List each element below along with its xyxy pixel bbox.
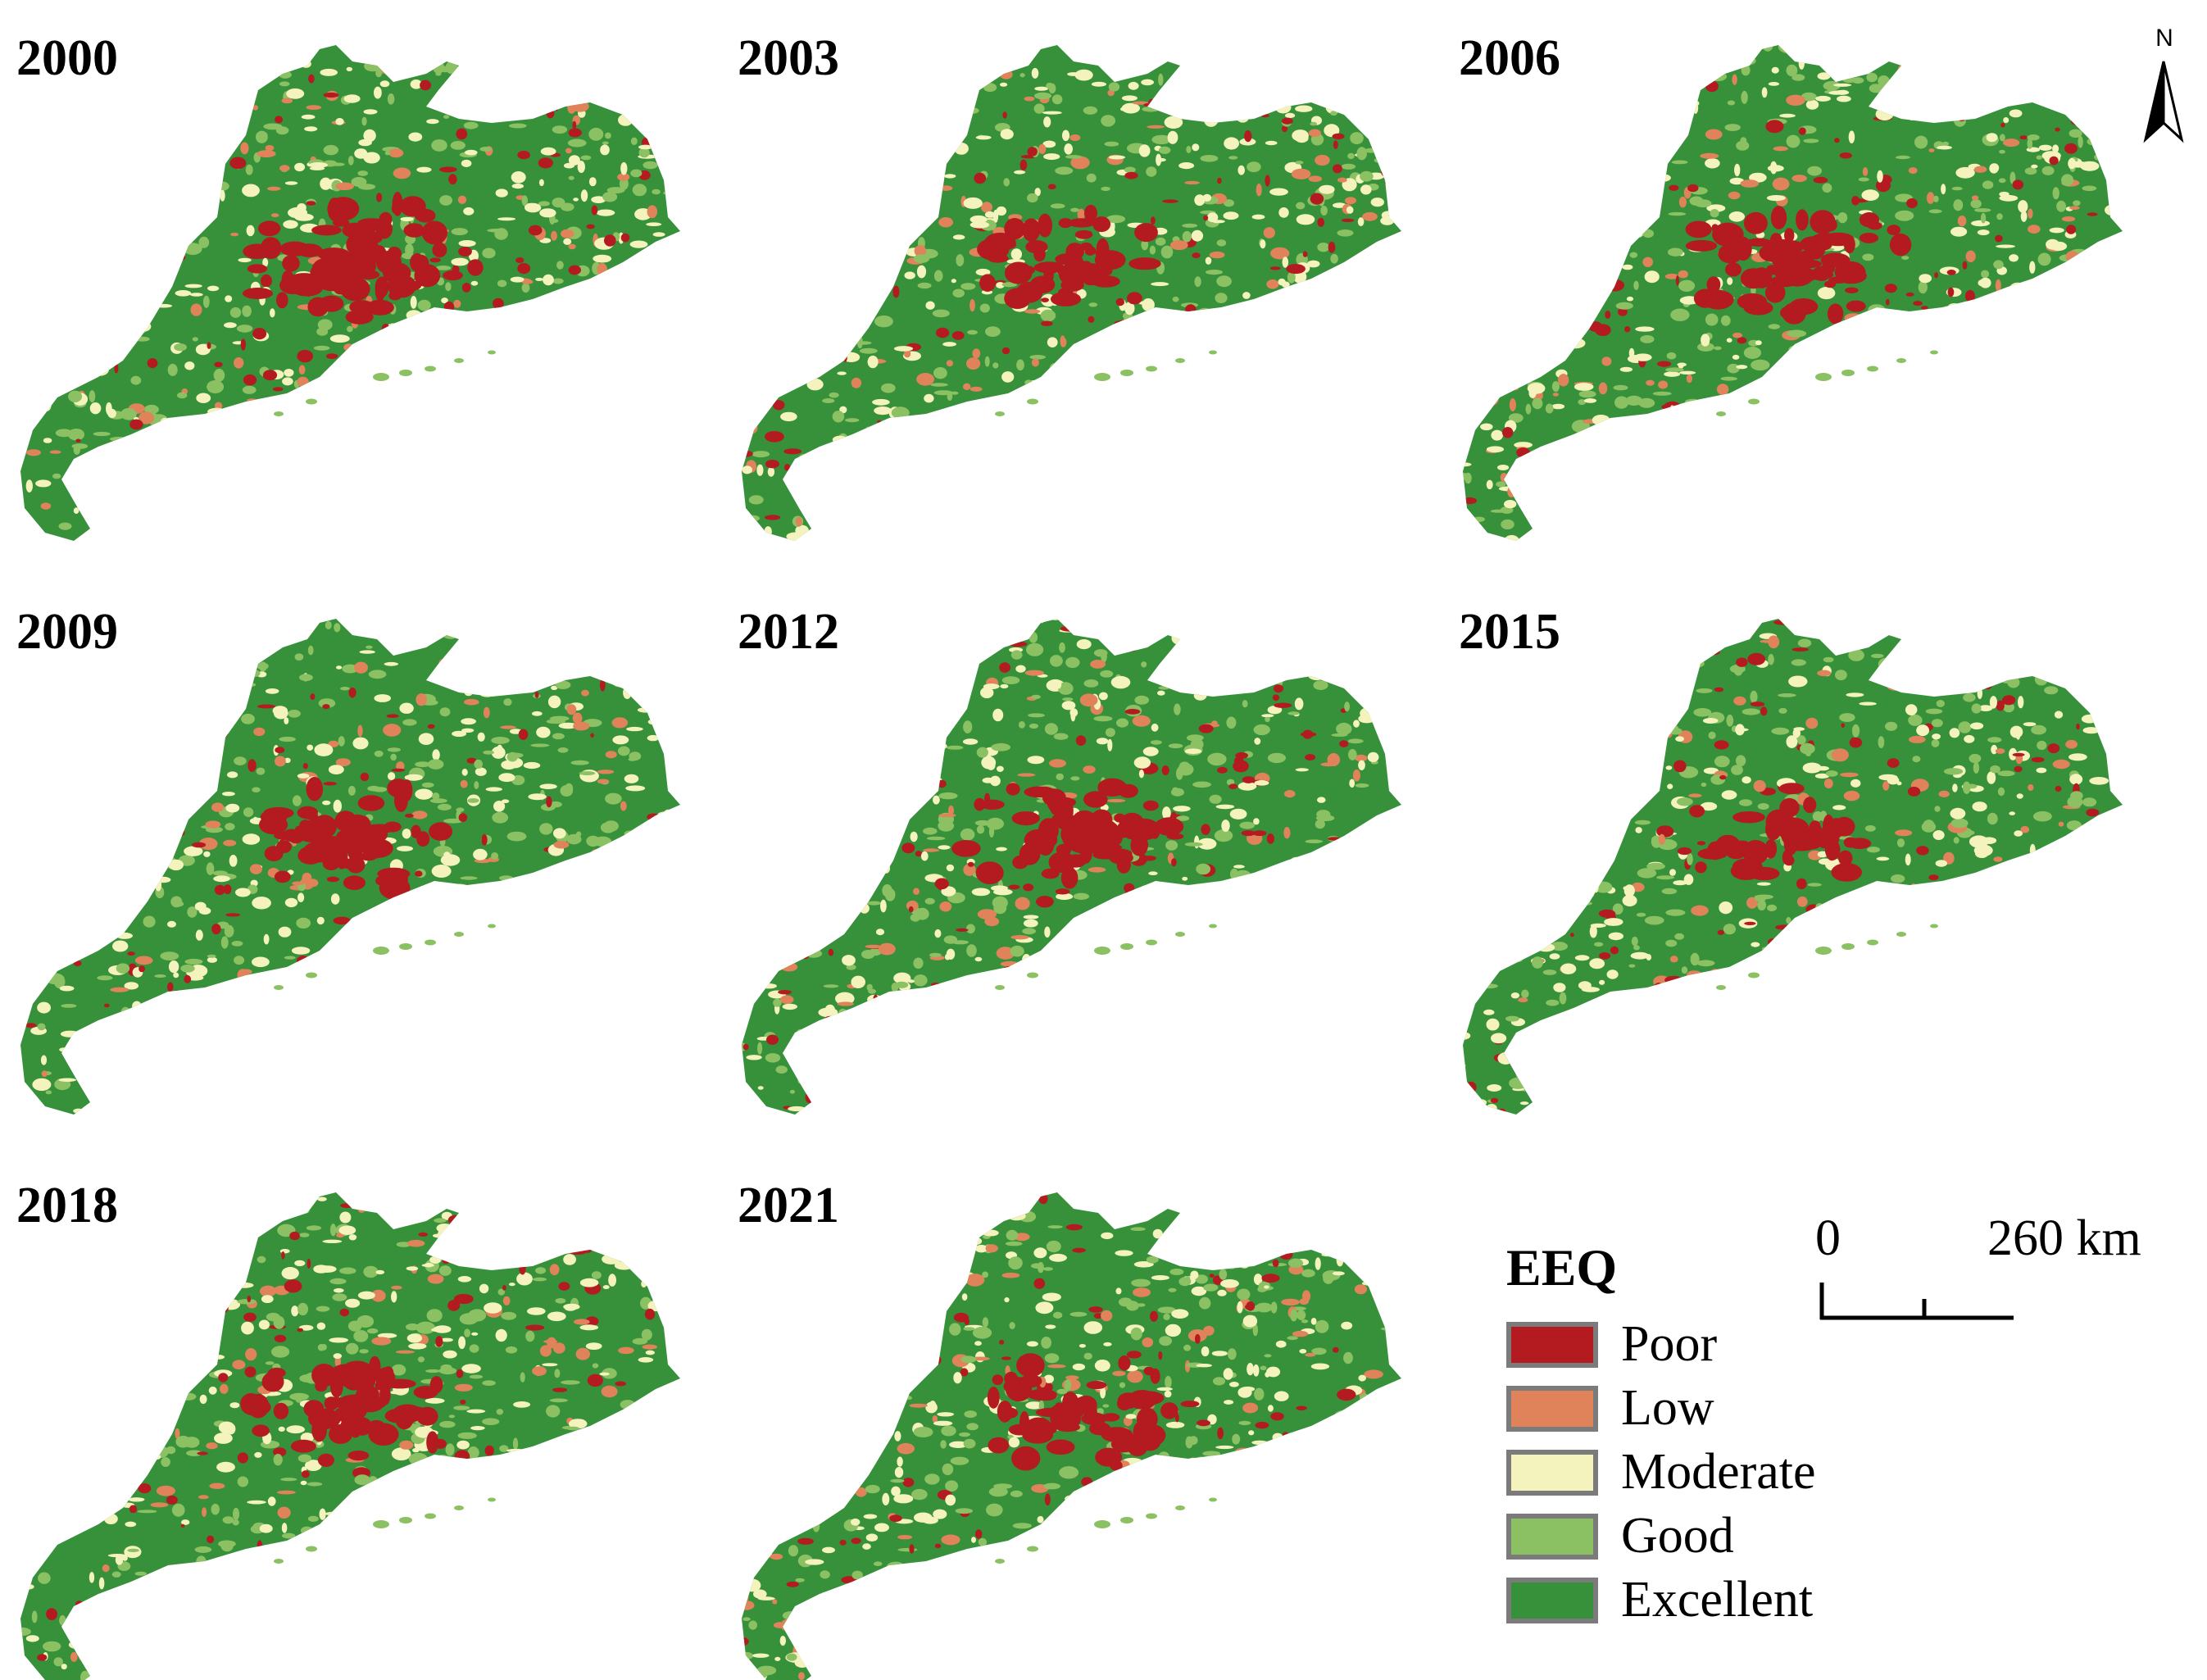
north-label: N — [2155, 25, 2173, 52]
eeq-map-2021 — [742, 1192, 1401, 1680]
panel-year-label: 2009 — [16, 604, 118, 660]
legend-label-good: Good — [1621, 1508, 1734, 1564]
scale-end-label: 260 km — [1987, 1210, 2141, 1266]
eeq-map-2018 — [20, 1192, 680, 1680]
legend-swatch-poor — [1506, 1322, 1598, 1368]
legend: EEQ Poor Low Moderate Good Excellent — [1506, 1229, 1916, 1639]
legend-item-good: Good — [1506, 1507, 1916, 1564]
eeq-map-2009 — [20, 619, 680, 1115]
eeq-map-2003 — [742, 45, 1401, 541]
eeq-map-2006 — [1463, 45, 2123, 541]
panel-year-label: 2003 — [738, 30, 839, 86]
scale-bar-line — [1819, 1283, 2014, 1320]
scale-bar: 0 260 km — [1803, 1213, 2196, 1336]
panel-year-label: 2006 — [1459, 30, 1560, 86]
map-panel-2000: 2000 — [0, 16, 705, 574]
legend-label-poor: Poor — [1621, 1316, 1718, 1372]
legend-title: EEQ — [1506, 1238, 1618, 1296]
legend-item-poor: Poor — [1506, 1315, 1916, 1373]
legend-swatch-low — [1506, 1386, 1598, 1432]
map-panel-2006: 2006 — [1442, 16, 2147, 574]
legend-label-excellent: Excellent — [1621, 1572, 1814, 1628]
eeq-map-2000 — [20, 45, 680, 541]
legend-label-moderate: Moderate — [1621, 1444, 1816, 1500]
north-arrow-icon — [2143, 61, 2184, 143]
eeq-map-2015 — [1463, 619, 2123, 1115]
panel-year-label: 2015 — [1459, 604, 1560, 660]
map-panel-2012: 2012 — [721, 590, 1426, 1147]
legend-swatch-good — [1506, 1514, 1598, 1560]
panel-year-label: 2012 — [738, 604, 839, 660]
scale-start-label: 0 — [1815, 1210, 1841, 1266]
legend-label-low: Low — [1621, 1380, 1714, 1436]
map-panel-2003: 2003 — [721, 16, 1426, 574]
map-panel-2018: 2018 — [0, 1164, 705, 1680]
legend-item-moderate: Moderate — [1506, 1443, 1916, 1501]
legend-item-low: Low — [1506, 1379, 1916, 1437]
legend-swatch-moderate — [1506, 1450, 1598, 1496]
map-panel-2009: 2009 — [0, 590, 705, 1147]
panel-year-label: 2018 — [16, 1178, 118, 1233]
legend-swatch-excellent — [1506, 1578, 1598, 1623]
eeq-map-2012 — [742, 619, 1401, 1115]
map-panel-2015: 2015 — [1442, 590, 2147, 1147]
panel-year-label: 2021 — [738, 1178, 839, 1233]
panel-year-label: 2000 — [16, 30, 118, 86]
map-panel-2021: 2021 — [721, 1164, 1426, 1680]
legend-item-excellent: Excellent — [1506, 1571, 1916, 1628]
